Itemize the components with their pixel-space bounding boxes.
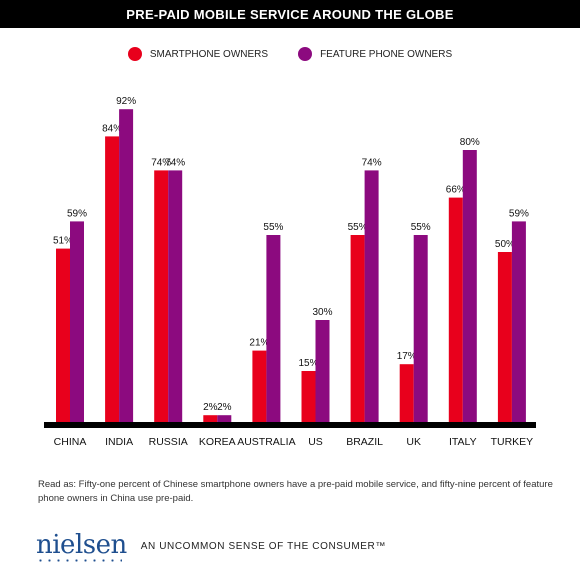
bar-turkey-smartphone [497,252,512,422]
x-tick-label-korea: KOREA [199,436,236,448]
x-tick-label-china: CHINA [54,436,87,448]
legend-item-feature-phone: FEATURE PHONE OWNERS [298,47,452,61]
data-label-us-smartphone: 15% [298,358,318,369]
bar-us-smartphone [301,371,316,422]
data-label-china-feature-phone: 59% [67,208,87,219]
x-tick-label-us: US [308,436,323,448]
bar-korea-smartphone [203,415,218,422]
logo-dots-decoration [36,559,122,562]
data-label-russia-feature-phone: 74% [165,157,185,168]
data-label-italy-smartphone: 66% [446,185,466,196]
data-label-us-feature-phone: 30% [312,307,332,318]
x-tick-label-russia: RUSSIA [149,436,188,448]
data-label-india-feature-phone: 92% [116,96,136,107]
legend: SMARTPHONE OWNERS FEATURE PHONE OWNERS [0,44,580,64]
bar-india-smartphone [105,136,120,422]
reading-note: Read as: Fifty-one percent of Chinese sm… [38,479,553,504]
data-label-turkey-feature-phone: 59% [509,208,529,219]
x-tick-label-uk: UK [406,436,421,448]
x-tick-label-india: INDIA [105,436,133,448]
bar-australia-smartphone [252,350,267,422]
footer: nielsen AN UNCOMMON SENSE OF THE CONSUME… [36,528,386,562]
legend-swatch-smartphone [127,47,142,61]
logo-text: nielsen [36,530,127,560]
data-label-australia-smartphone: 21% [249,338,269,349]
bar-russia-smartphone [154,170,169,422]
data-label-australia-feature-phone: 55% [263,222,283,233]
legend-swatch-feature-phone [298,47,313,61]
bar-us-feature-phone [315,320,330,422]
data-label-china-smartphone: 51% [53,236,73,247]
bar-korea-feature-phone [217,415,232,422]
data-label-india-smartphone: 84% [102,123,122,134]
bar-uk-feature-phone [413,235,428,422]
x-tick-label-italy: ITALY [449,436,477,448]
legend-label-feature-phone: FEATURE PHONE OWNERS [320,48,453,60]
bar-china-smartphone [56,248,70,422]
data-label-korea-feature-phone: 2% [217,402,232,413]
bar-australia-feature-phone [266,235,281,422]
legend-item-smartphone: SMARTPHONE OWNERS [127,47,269,61]
x-tick-label-turkey: TURKEY [491,436,534,448]
data-label-brazil-smartphone: 55% [348,222,368,233]
bar-russia-feature-phone [168,170,183,422]
x-axis-bar [44,422,536,428]
data-label-uk-feature-phone: 55% [411,222,431,233]
data-label-korea-smartphone: 2% [203,402,218,413]
bar-uk-smartphone [399,364,414,422]
nielsen-logo: nielsen [36,530,127,562]
tagline: AN UNCOMMON SENSE OF THE CONSUMER™ [140,541,386,552]
x-tick-label-brazil: BRAZIL [346,436,383,448]
data-label-turkey-smartphone: 50% [495,239,515,250]
bar-turkey-feature-phone [511,221,526,422]
bar-china-feature-phone [70,221,84,422]
bar-italy-smartphone [448,197,463,422]
chart-title: PRE-PAID MOBILE SERVICE AROUND THE GLOBE [0,0,580,28]
bar-italy-feature-phone [462,150,477,422]
data-label-brazil-feature-phone: 74% [362,157,382,168]
bar-brazil-feature-phone [364,170,379,422]
data-label-russia-smartphone: 74% [151,157,171,168]
x-tick-label-australia: AUSTRALIA [237,436,295,448]
data-label-italy-feature-phone: 80% [460,137,480,148]
data-label-uk-smartphone: 17% [397,351,417,362]
legend-label-smartphone: SMARTPHONE OWNERS [149,48,269,60]
bar-brazil-smartphone [350,235,365,422]
bar-india-feature-phone [119,109,134,422]
